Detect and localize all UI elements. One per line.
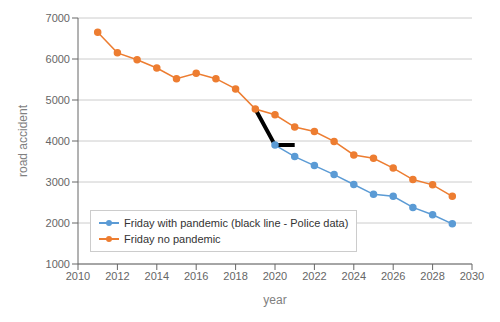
svg-text:2000: 2000 xyxy=(46,217,70,229)
svg-text:6000: 6000 xyxy=(46,53,70,65)
svg-text:2016: 2016 xyxy=(184,270,208,282)
svg-text:2030: 2030 xyxy=(460,270,484,282)
svg-text:5000: 5000 xyxy=(46,94,70,106)
svg-text:road accident: road accident xyxy=(16,104,30,177)
svg-text:2010: 2010 xyxy=(66,270,90,282)
svg-text:4000: 4000 xyxy=(46,135,70,147)
svg-text:1000: 1000 xyxy=(46,258,70,270)
svg-text:2022: 2022 xyxy=(302,270,326,282)
svg-text:2020: 2020 xyxy=(263,270,287,282)
svg-text:2024: 2024 xyxy=(342,270,366,282)
html-text:Friday with pandemic (black li: Friday with pandemic (black line - Polic… xyxy=(124,217,349,229)
svg-text:3000: 3000 xyxy=(46,176,70,188)
svg-text:2012: 2012 xyxy=(105,270,129,282)
svg-text:7000: 7000 xyxy=(46,12,70,24)
svg-text:2028: 2028 xyxy=(420,270,444,282)
svg-text:year: year xyxy=(263,293,286,307)
svg-text:2026: 2026 xyxy=(381,270,405,282)
svg-text:2018: 2018 xyxy=(223,270,247,282)
svg-text:2014: 2014 xyxy=(145,270,169,282)
html-text:Friday no pandemic: Friday no pandemic xyxy=(124,233,221,245)
